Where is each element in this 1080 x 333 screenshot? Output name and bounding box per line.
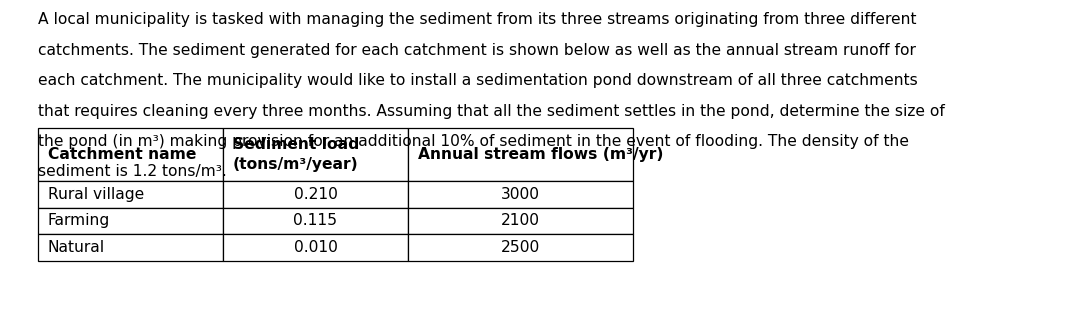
Text: 0.010: 0.010 [294,240,337,255]
Text: 0.115: 0.115 [294,213,338,228]
Text: the pond (in m³) making provision for an additional 10% of sediment in the event: the pond (in m³) making provision for an… [38,134,909,149]
Text: Catchment name: Catchment name [48,147,197,162]
Text: catchments. The sediment generated for each catchment is shown below as well as : catchments. The sediment generated for e… [38,43,916,58]
Text: 0.210: 0.210 [294,187,337,202]
Text: Sediment load
(tons/m³/year): Sediment load (tons/m³/year) [233,137,360,172]
Text: 2500: 2500 [501,240,540,255]
Text: A local municipality is tasked with managing the sediment from its three streams: A local municipality is tasked with mana… [38,12,917,27]
Text: 2100: 2100 [501,213,540,228]
Text: Natural: Natural [48,240,105,255]
Text: 3000: 3000 [501,187,540,202]
Text: Rural village: Rural village [48,187,145,202]
Text: that requires cleaning every three months. Assuming that all the sediment settle: that requires cleaning every three month… [38,104,945,119]
Text: sediment is 1.2 tons/m³.: sediment is 1.2 tons/m³. [38,165,227,179]
Text: each catchment. The municipality would like to install a sedimentation pond down: each catchment. The municipality would l… [38,73,918,88]
Text: Farming: Farming [48,213,110,228]
Text: Annual stream flows (m³/yr): Annual stream flows (m³/yr) [418,147,663,162]
